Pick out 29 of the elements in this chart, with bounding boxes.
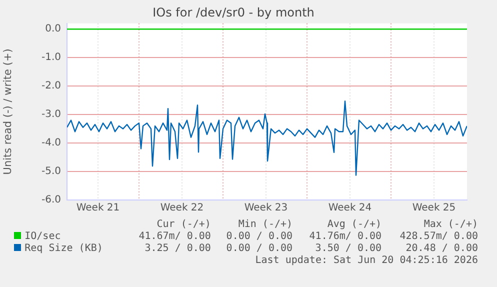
chart-title: IOs for /dev/sr0 - by month bbox=[152, 5, 314, 20]
x-tick-label: Week 23 bbox=[244, 202, 288, 214]
text: 20.48 / 0.00 bbox=[404, 243, 478, 255]
text: 3.25 / 0.00 bbox=[144, 243, 211, 255]
text: 428.57m/ 0.00 bbox=[398, 231, 478, 243]
y-tick-label: -2.0 bbox=[41, 80, 61, 92]
text: Avg (-/+) bbox=[326, 219, 382, 231]
x-tick-label: Week 25 bbox=[412, 202, 456, 214]
y-tick-label: -1.0 bbox=[41, 52, 61, 64]
text: 0.00 / 0.00 bbox=[225, 243, 293, 255]
text: Max (-/+) bbox=[422, 219, 478, 231]
x-tick-label: Week 24 bbox=[328, 202, 372, 214]
text: 41.76m/ 0.00 bbox=[308, 231, 382, 243]
legend-label: IO/sec bbox=[24, 231, 62, 243]
y-tick-label: -4.0 bbox=[41, 138, 61, 149]
x-tick-label: Week 22 bbox=[160, 202, 204, 214]
y-tick-label: -3.0 bbox=[41, 109, 61, 120]
y-tick-label: 0.0 bbox=[45, 24, 61, 35]
text: Cur (-/+) bbox=[156, 219, 211, 231]
legend-label: Req Size (KB) bbox=[24, 243, 104, 255]
text: 3.50 / 0.00 bbox=[314, 243, 382, 255]
y-tick-label: -5.0 bbox=[41, 166, 61, 178]
text: 41.67m/ 0.00 bbox=[138, 231, 211, 243]
y-tick-label: -6.0 bbox=[41, 194, 61, 206]
text: Last update: Sat Jun 20 04:25:16 2026 bbox=[255, 255, 478, 266]
y-axis-title: Units read (-) / write (+) bbox=[2, 48, 14, 175]
text: 0.00 / 0.00 bbox=[225, 231, 293, 243]
x-tick-label: Week 21 bbox=[76, 202, 120, 214]
text: Min (-/+) bbox=[237, 219, 293, 231]
